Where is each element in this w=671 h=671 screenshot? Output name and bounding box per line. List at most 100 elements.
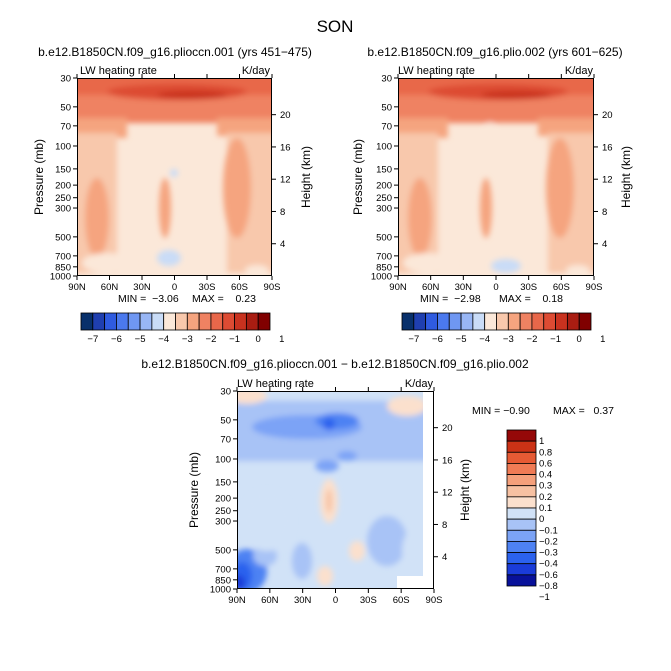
x-tick-label: 90N <box>228 595 246 606</box>
y-tick-label: 70 <box>381 121 392 132</box>
panel-right: b.e12.B1850CN.f09_g16.plio.002 (yrs 601−… <box>351 45 633 345</box>
height-tick-label: 4 <box>602 239 607 250</box>
colorbar-label: −6 <box>111 334 122 345</box>
height-tick-label: 4 <box>280 239 285 250</box>
panel-diff-units: K/day <box>405 378 434 390</box>
colorbar-swatch <box>506 451 537 464</box>
colorbar-label: −0.8 <box>539 581 558 592</box>
x-tick-label: 0 <box>333 595 338 606</box>
y-tick-label: 200 <box>55 181 71 192</box>
colorbar-swatch <box>506 474 537 487</box>
panel-left-field-label: LW heating rate <box>80 65 157 77</box>
colorbar-label: 0.1 <box>539 503 552 514</box>
colorbar-swatch <box>257 312 271 331</box>
colorbar-swatch <box>222 312 235 331</box>
colorbar-swatch <box>506 429 537 442</box>
y-tick-label: 500 <box>215 545 231 556</box>
colorbar-label: −0.2 <box>539 536 558 547</box>
y-tick-label: 150 <box>215 477 231 488</box>
colorbar-label: −1 <box>229 334 240 345</box>
season-title: SON <box>317 17 354 36</box>
colorbar-label: −6 <box>432 334 443 345</box>
panel-left: b.e12.B1850CN.f09_g16.plioccn.001 (yrs 4… <box>32 45 313 345</box>
x-tick-label: 60S <box>553 282 570 293</box>
panel-left-y2label: Height (km) <box>299 146 313 208</box>
x-tick-label: 60S <box>393 595 410 606</box>
colorbar-swatch <box>566 312 580 331</box>
colorbar-label: −3 <box>182 334 193 345</box>
colorbar-swatch <box>234 312 247 331</box>
height-tick-label: 8 <box>280 207 285 218</box>
colorbar-label: 1 <box>539 436 544 447</box>
panel-left-units: K/day <box>242 65 271 77</box>
y-tick-label: 200 <box>376 181 392 192</box>
colorbar-swatch <box>506 440 537 453</box>
y-tick-label: 100 <box>215 454 231 465</box>
height-tick-label: 12 <box>602 175 613 186</box>
panel-diff: b.e12.B1850CN.f09_g16.plioccn.001 − b.e1… <box>141 357 614 606</box>
colorbar-label: −7 <box>408 334 419 345</box>
x-tick-label: 90S <box>264 282 281 293</box>
y-tick-label: 250 <box>215 506 231 517</box>
x-tick-label: 0 <box>493 282 498 293</box>
colorbar-swatch <box>506 552 537 565</box>
colorbar-label: −5 <box>456 334 467 345</box>
y-tick-label: 300 <box>55 204 71 215</box>
colorbar-swatch <box>198 312 212 331</box>
x-tick-label: 90S <box>426 595 443 606</box>
panel-left-axes: 90N 60N 30N 0 30S 60S 90S 30 50 70 100 150 200250300… <box>50 74 291 294</box>
height-tick-label: 16 <box>442 455 453 466</box>
y-tick-label: 500 <box>376 232 392 243</box>
panel-diff-max: MAX = 0.37 <box>553 405 614 417</box>
y-tick-label: 250 <box>55 193 71 204</box>
panel-right-axes: 90N 60N 30N 0 30S 60S 90S 30 50 70 100 150 200250300… <box>371 74 613 294</box>
colorbar-swatch <box>506 541 537 553</box>
x-tick-label: 60N <box>422 282 440 293</box>
colorbar-swatch <box>506 496 537 509</box>
panel-left-title: b.e12.B1850CN.f09_g16.plioccn.001 (yrs 4… <box>38 45 312 59</box>
colorbar-label: −0.6 <box>539 570 558 581</box>
colorbar-label: −4 <box>158 334 169 345</box>
colorbar-swatch <box>506 463 537 475</box>
height-tick-label: 20 <box>442 423 453 434</box>
colorbar-label: −7 <box>87 334 98 345</box>
y-tick-label: 150 <box>376 164 392 175</box>
panel-left-heatmap <box>77 78 272 276</box>
colorbar-label: −0.1 <box>539 525 558 536</box>
colorbar-label: −4 <box>479 334 490 345</box>
colorbar-swatch <box>506 529 537 542</box>
colorbar-label: 0.8 <box>539 447 552 458</box>
panel-diff-title: b.e12.B1850CN.f09_g16.plioccn.001 − b.e1… <box>141 357 529 371</box>
colorbar-swatch <box>507 312 521 331</box>
panel-right-title: b.e12.B1850CN.f09_g16.plio.002 (yrs 601−… <box>367 45 622 59</box>
y-tick-label: 100 <box>55 141 71 152</box>
panel-right-min: MIN = −2.98 <box>420 293 481 305</box>
y-tick-label: 70 <box>60 121 71 132</box>
y-tick-label: 850 <box>55 262 71 273</box>
x-tick-label: 90N <box>389 282 407 293</box>
panel-right-y2label: Height (km) <box>619 146 633 208</box>
y-tick-label: 100 <box>376 141 392 152</box>
colorbar-label: −2 <box>527 334 538 345</box>
y-tick-label: 70 <box>220 434 231 445</box>
colorbar-swatch <box>245 312 259 331</box>
height-tick-label: 8 <box>442 520 447 531</box>
panel-diff-y2label: Height (km) <box>458 459 472 521</box>
colorbar-label: 0.2 <box>539 492 552 503</box>
colorbar-label: −0.4 <box>539 559 558 570</box>
colorbar-swatch <box>175 312 188 331</box>
colorbar-swatch <box>116 312 129 331</box>
y-tick-label: 850 <box>215 575 231 586</box>
panel-diff-ylabel: Pressure (mb) <box>187 452 201 528</box>
x-tick-label: 0 <box>172 282 177 293</box>
x-tick-label: 30N <box>133 282 151 293</box>
colorbar-swatch <box>506 485 537 498</box>
colorbar-swatch <box>448 312 462 331</box>
colorbar-swatch <box>519 312 533 331</box>
colorbar-swatch <box>210 312 224 331</box>
colorbar-swatch <box>413 312 427 331</box>
colorbar-swatch <box>139 312 153 331</box>
colorbar-swatch <box>163 312 176 331</box>
colorbar-swatch <box>578 312 592 331</box>
panel-left-min: MIN = −3.06 <box>118 293 179 305</box>
